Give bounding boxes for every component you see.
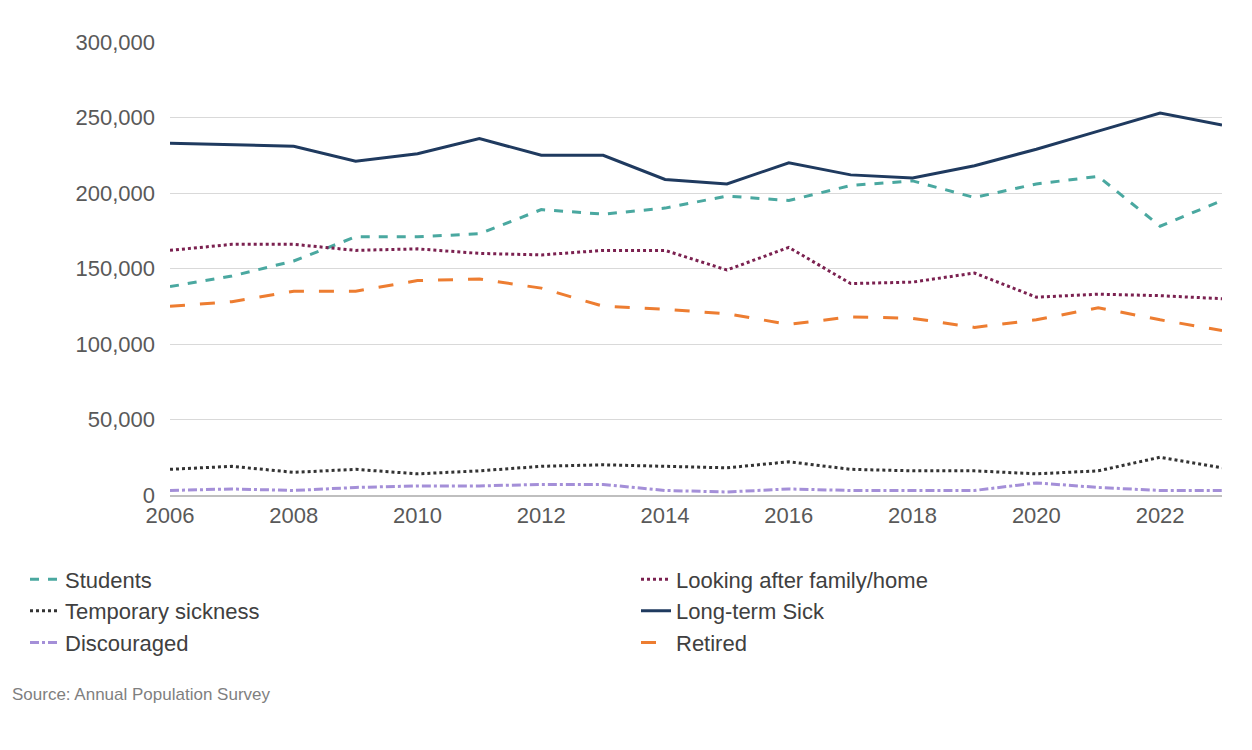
svg-text:100,000: 100,000 — [75, 332, 155, 357]
svg-text:2010: 2010 — [393, 503, 442, 528]
svg-text:Looking after family/home: Looking after family/home — [676, 568, 928, 593]
svg-text:2006: 2006 — [146, 503, 195, 528]
svg-text:Source: Annual Population Surv: Source: Annual Population Survey — [12, 685, 271, 704]
svg-text:Students: Students — [65, 568, 152, 593]
svg-text:Discouraged: Discouraged — [65, 631, 189, 656]
svg-text:2020: 2020 — [1012, 503, 1061, 528]
svg-text:300,000: 300,000 — [75, 30, 155, 55]
svg-text:150,000: 150,000 — [75, 256, 155, 281]
svg-text:2012: 2012 — [517, 503, 566, 528]
svg-text:Long-term Sick: Long-term Sick — [676, 599, 825, 624]
svg-text:2016: 2016 — [764, 503, 813, 528]
svg-text:0: 0 — [143, 483, 155, 508]
svg-text:250,000: 250,000 — [75, 105, 155, 130]
svg-text:2014: 2014 — [641, 503, 690, 528]
svg-text:2008: 2008 — [269, 503, 318, 528]
svg-text:2022: 2022 — [1136, 503, 1185, 528]
svg-text:Temporary sickness: Temporary sickness — [65, 599, 259, 624]
svg-text:Retired: Retired — [676, 631, 747, 656]
svg-text:50,000: 50,000 — [88, 407, 155, 432]
svg-text:200,000: 200,000 — [75, 181, 155, 206]
svg-text:2018: 2018 — [888, 503, 937, 528]
